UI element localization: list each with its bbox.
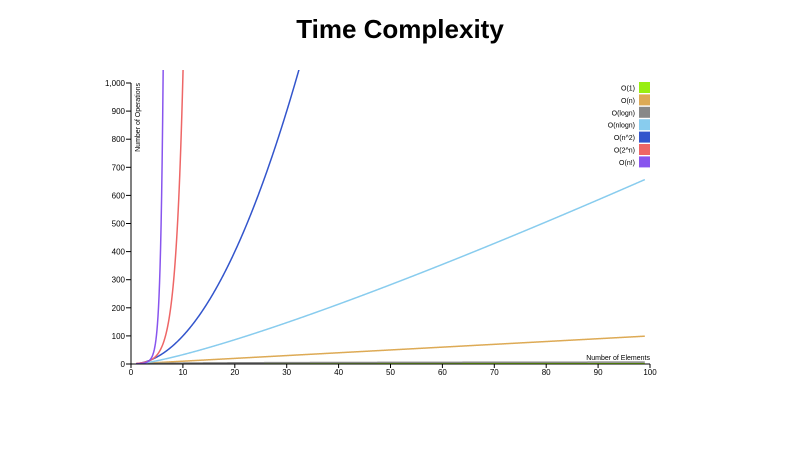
x-tick-label: 0 (129, 368, 134, 377)
y-tick-label: 800 (112, 135, 126, 144)
series-line-o-n-2 (136, 70, 300, 364)
y-tick-label: 100 (112, 332, 126, 341)
series-line-o-logn (136, 361, 645, 364)
y-tick-label: 200 (112, 304, 126, 313)
legend-label-o-nlogn: O(nlogn) (608, 123, 635, 130)
legend-swatch-o-n-2 (639, 131, 650, 143)
series-line-o-n (136, 335, 645, 364)
x-tick-label: 40 (334, 368, 343, 377)
series-line-o-nlogn (136, 178, 646, 364)
x-tick-label: 20 (230, 368, 239, 377)
series-line-o-n (136, 70, 164, 364)
legend-swatch-o-2-n (639, 144, 650, 155)
legend-label-o-n-2: O(n^2) (614, 135, 635, 142)
x-tick-label: 100 (643, 368, 657, 377)
legend-swatch-o-n (639, 94, 650, 106)
legend-label-o-logn: O(logn) (612, 110, 635, 117)
y-tick-label: 600 (112, 191, 126, 200)
y-tick-label: 0 (121, 360, 126, 369)
x-tick-label: 50 (386, 368, 395, 377)
legend-label-o-2-n: O(2^n) (614, 148, 635, 155)
x-tick-label: 90 (594, 368, 603, 377)
y-tick-label: 400 (112, 248, 126, 257)
legend-label-o-1: O(1) (621, 86, 635, 93)
y-tick-label: 500 (112, 220, 126, 229)
y-tick-label: 1,000 (105, 79, 126, 88)
x-tick-label: 80 (542, 368, 551, 377)
x-tick-label: 10 (178, 368, 187, 377)
y-tick-label: 700 (112, 163, 126, 172)
y-axis-label: Number of Operations (135, 83, 142, 152)
legend-label-o-n: O(n) (621, 98, 635, 105)
x-tick-label: 70 (490, 368, 499, 377)
legend-swatch-o-1 (639, 82, 650, 93)
legend-swatch-o-n (639, 156, 650, 168)
y-tick-label: 900 (112, 107, 126, 116)
y-tick-label: 300 (112, 276, 126, 285)
legend-label-o-n: O(n!) (619, 160, 635, 167)
chart-title: Time Complexity (296, 14, 504, 44)
x-axis-label: Number of Elements (586, 355, 650, 362)
x-tick-label: 30 (282, 368, 291, 377)
legend-swatch-o-logn (639, 106, 650, 118)
legend-swatch-o-nlogn (639, 119, 650, 131)
x-tick-label: 60 (438, 368, 447, 377)
